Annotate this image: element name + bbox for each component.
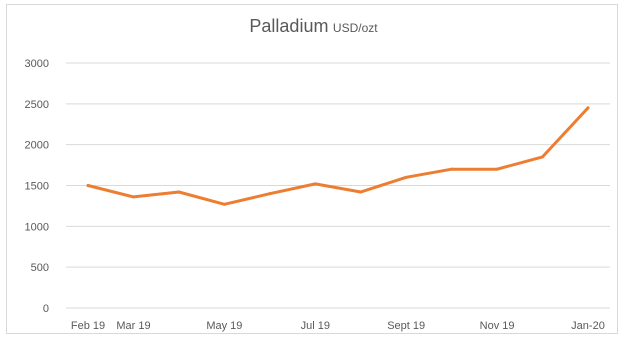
chart-title-unit: USD/ozt [332, 21, 378, 35]
x-tick-label: Jan-20 [571, 320, 605, 332]
x-tick-label: Sept 19 [387, 320, 425, 332]
y-tick-label-0: 0 [43, 303, 49, 315]
y-tick-label-1000: 1000 [25, 221, 49, 233]
chart-title: Palladium USD/ozt [0, 16, 627, 37]
data-point [86, 184, 90, 187]
x-tick-label: Mar 19 [116, 320, 150, 332]
data-point [131, 195, 135, 199]
data-point [586, 106, 590, 110]
x-tick-label: Nov 19 [480, 320, 515, 332]
data-point [359, 190, 363, 194]
chart-title-main: Palladium [249, 16, 329, 36]
data-point [268, 192, 272, 196]
series-group [86, 106, 590, 206]
x-tick-label: Jul 19 [301, 320, 330, 332]
data-point [404, 175, 408, 179]
x-tick-label: Feb 19 [71, 320, 105, 332]
data-point [222, 202, 226, 206]
x-axis-ticks: Feb 19 Mar 19 May 19 Jul 19 Sept 19 Nov 19 Jan… [71, 320, 605, 332]
y-tick-label-500: 500 [31, 262, 49, 274]
x-tick-label: May 19 [206, 320, 242, 332]
data-point [450, 167, 454, 171]
data-point [541, 155, 545, 159]
gridlines [66, 62, 610, 309]
y-tick-label-2000: 2000 [25, 140, 49, 152]
y-tick-label-1500: 1500 [25, 181, 49, 193]
y-tick-label-2500: 2500 [25, 99, 49, 111]
series-line-0 [86, 106, 590, 206]
data-point [177, 190, 181, 194]
y-tick-label-3000: 3000 [25, 58, 49, 70]
chart-frame [6, 4, 618, 334]
y-axis-ticks: 0 500 1000 1500 2000 2500 3000 [25, 58, 49, 315]
data-point [313, 182, 317, 186]
data-point [495, 167, 499, 171]
